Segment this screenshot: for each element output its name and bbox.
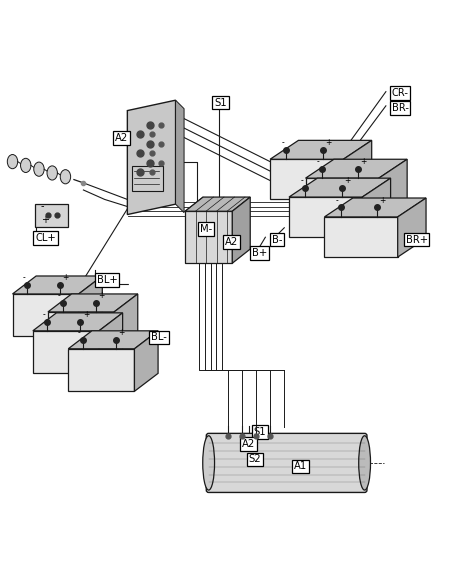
Text: -: - (58, 291, 61, 300)
Text: M-: M- (200, 224, 212, 234)
Polygon shape (99, 313, 123, 373)
Text: S1: S1 (254, 427, 266, 437)
Ellipse shape (359, 436, 371, 490)
Text: +: + (83, 310, 89, 319)
Text: BL+: BL+ (97, 275, 118, 284)
Polygon shape (135, 331, 158, 391)
Text: BR+: BR+ (406, 234, 428, 245)
Text: A2: A2 (225, 237, 238, 247)
Ellipse shape (20, 158, 31, 172)
Polygon shape (289, 178, 391, 197)
Polygon shape (48, 294, 138, 312)
Polygon shape (306, 178, 379, 218)
Text: +: + (325, 138, 332, 147)
Text: -: - (282, 138, 284, 147)
FancyBboxPatch shape (132, 166, 163, 191)
Text: CL+: CL+ (35, 233, 56, 243)
Ellipse shape (60, 170, 71, 184)
Polygon shape (270, 159, 343, 199)
Polygon shape (33, 331, 99, 373)
Text: -: - (41, 201, 45, 211)
Text: +: + (41, 215, 49, 225)
Polygon shape (128, 100, 175, 215)
Text: +: + (63, 273, 69, 282)
Text: BR-: BR- (392, 103, 409, 113)
Polygon shape (232, 197, 250, 263)
Text: -: - (43, 310, 46, 319)
Ellipse shape (47, 166, 57, 180)
FancyBboxPatch shape (35, 204, 68, 227)
Polygon shape (185, 211, 232, 263)
Polygon shape (185, 197, 250, 211)
Polygon shape (289, 197, 362, 237)
Polygon shape (48, 312, 114, 354)
Ellipse shape (203, 436, 215, 490)
Text: BL-: BL- (151, 332, 167, 343)
Polygon shape (12, 294, 79, 336)
Ellipse shape (34, 162, 44, 176)
Polygon shape (12, 276, 102, 294)
Ellipse shape (7, 155, 18, 169)
Text: -: - (78, 328, 81, 337)
Text: B+: B+ (252, 248, 267, 258)
Text: A2: A2 (242, 439, 255, 450)
Text: -: - (336, 196, 338, 205)
Polygon shape (343, 141, 372, 199)
Text: S1: S1 (214, 97, 227, 108)
Polygon shape (324, 198, 426, 217)
Text: -: - (301, 176, 303, 185)
Text: +: + (361, 157, 367, 166)
Polygon shape (324, 217, 398, 257)
Text: +: + (380, 196, 386, 205)
Polygon shape (362, 178, 391, 237)
Text: A2: A2 (115, 133, 128, 143)
Text: +: + (344, 176, 350, 185)
Text: CR-: CR- (392, 88, 409, 98)
Polygon shape (306, 159, 407, 178)
Text: -: - (22, 273, 25, 282)
Text: A1: A1 (294, 461, 308, 472)
Text: +: + (98, 291, 104, 300)
Polygon shape (270, 141, 372, 159)
Polygon shape (398, 198, 426, 257)
Polygon shape (379, 159, 407, 218)
Polygon shape (68, 331, 158, 349)
Polygon shape (33, 313, 123, 331)
Polygon shape (79, 276, 102, 336)
Polygon shape (68, 349, 135, 391)
Polygon shape (175, 100, 184, 213)
Polygon shape (114, 294, 138, 354)
Text: +: + (118, 328, 125, 337)
Text: B-: B- (272, 234, 283, 245)
Text: S2: S2 (249, 455, 261, 464)
Text: -: - (317, 157, 319, 166)
FancyBboxPatch shape (206, 434, 367, 492)
